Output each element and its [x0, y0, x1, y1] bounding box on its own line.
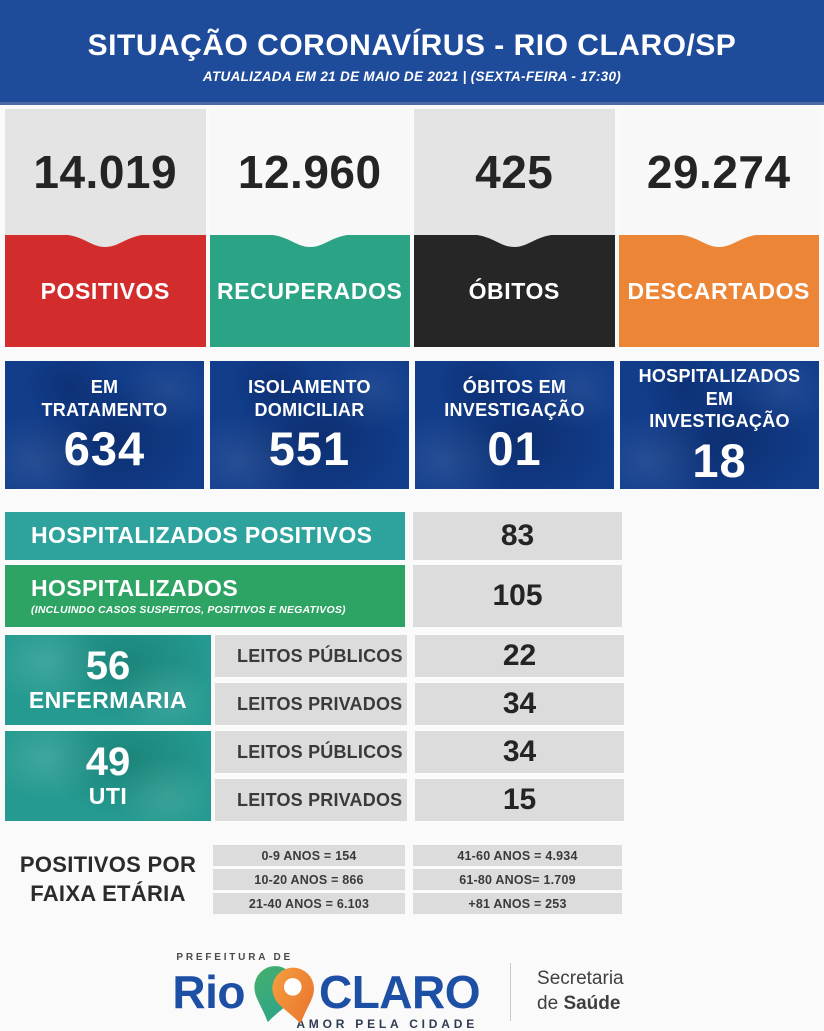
list-item: 10-20 ANOS = 866 [213, 869, 405, 890]
secretaria-saude-label: Secretaria de Saúde [537, 967, 624, 1016]
obitos-value: 425 [414, 109, 615, 235]
descartados-label-band: DESCARTADOS [618, 234, 819, 347]
uti-group: 49 UTI LEITOS PÚBLICOS 34 LEITOS PRIVADO… [5, 731, 819, 821]
secretaria-line2: de Saúde [537, 992, 621, 1014]
pin-hole [283, 978, 302, 996]
descartados-value: 29.274 [618, 109, 819, 235]
summary-card-obitos: 425 ÓBITOS [414, 109, 615, 347]
recuperados-label-band: RECUPERADOS [209, 234, 410, 347]
enfermaria-group: 56 ENFERMARIA LEITOS PÚBLICOS 22 LEITOS … [5, 635, 819, 725]
enfermaria-label: ENFERMARIA [28, 686, 188, 713]
hospitalizados-total-bar: HOSPITALIZADOS (INCLUINDO CASOS SUSPEITO… [5, 565, 405, 627]
uti-block: 49 UTI [5, 731, 211, 821]
hospitalizados-total-row: HOSPITALIZADOS (INCLUINDO CASOS SUSPEITO… [5, 565, 819, 627]
hospitalizados-positivos-label: HOSPITALIZADOS POSITIVOS [31, 522, 373, 549]
list-item: 0-9 ANOS = 154 [213, 845, 405, 866]
positivos-label-band: POSITIVOS [5, 234, 206, 347]
table-row: LEITOS PÚBLICOS 22 [215, 635, 624, 677]
leitos-privados-value: 34 [415, 683, 624, 725]
prefeitura-label: PREFEITURA DE [176, 952, 293, 963]
hosp-investigacao-label: HOSPITALIZADOS EM INVESTIGAÇÃO [638, 366, 801, 432]
beds-section: 56 ENFERMARIA LEITOS PÚBLICOS 22 LEITOS … [0, 632, 824, 821]
ribbon-notch-icon [465, 234, 564, 247]
em-tratamento-label: EM TRATAMENTO [41, 377, 168, 420]
hospitalizados-positivos-value: 83 [413, 512, 622, 560]
age-title-line1: POSITIVOS POR [19, 852, 197, 878]
descartados-label: DESCARTADOS [627, 277, 810, 304]
list-item: +81 ANOS = 253 [413, 893, 622, 914]
card-obitos-investigacao: ÓBITOS EM INVESTIGAÇÃO 01 [415, 361, 614, 489]
table-row: LEITOS PÚBLICOS 34 [215, 731, 624, 773]
table-row: LEITOS PRIVADOS 15 [215, 779, 624, 821]
age-column-left: 0-9 ANOS = 154 10-20 ANOS = 866 21-40 AN… [213, 845, 405, 914]
leitos-publicos-value: 34 [415, 731, 624, 773]
obitos-label: ÓBITOS [468, 277, 560, 304]
hospitalizados-total-sublabel: (INCLUINDO CASOS SUSPEITOS, POSITIVOS E … [31, 604, 346, 617]
enfermaria-block: 56 ENFERMARIA [5, 635, 211, 725]
em-tratamento-value: 634 [63, 422, 146, 476]
orange-pin [272, 967, 314, 1024]
isolamento-value: 551 [268, 422, 351, 476]
summary-card-recuperados: 12.960 RECUPERADOS [209, 109, 410, 347]
card-hospitalizados-investigacao: HOSPITALIZADOS EM INVESTIGAÇÃO 18 [620, 361, 819, 489]
update-timestamp: ATUALIZADA EM 21 DE MAIO DE 2021 | (SEXT… [202, 69, 622, 84]
map-pins-heart-icon [254, 966, 314, 1024]
list-item: 61-80 ANOS= 1.709 [413, 869, 622, 890]
uti-total: 49 [85, 740, 131, 785]
age-distribution-section: POSITIVOS POR FAIXA ETÁRIA 0-9 ANOS = 15… [0, 821, 824, 914]
table-row: LEITOS PRIVADOS 34 [215, 683, 624, 725]
age-column-right: 41-60 ANOS = 4.934 61-80 ANOS= 1.709 +81… [413, 845, 622, 914]
positivos-label: POSITIVOS [40, 277, 170, 304]
uti-label: UTI [88, 782, 128, 809]
obitos-investigacao-label: ÓBITOS EM INVESTIGAÇÃO [444, 377, 585, 420]
card-em-tratamento: EM TRATAMENTO 634 [5, 361, 204, 489]
leitos-privados-value: 15 [415, 779, 624, 821]
uti-rows: LEITOS PÚBLICOS 34 LEITOS PRIVADOS 15 [215, 731, 624, 821]
recuperados-label: RECUPERADOS [216, 277, 403, 304]
logo-text-rio: Rio [172, 966, 245, 1018]
rio-claro-logo: PREFEITURA DE Rio [172, 952, 480, 1031]
leitos-privados-label: LEITOS PRIVADOS [215, 779, 407, 821]
list-item: 41-60 ANOS = 4.934 [413, 845, 622, 866]
logo-text-claro: CLARO [318, 966, 481, 1018]
leitos-publicos-label: LEITOS PÚBLICOS [215, 731, 407, 773]
ribbon-notch-icon [56, 234, 155, 247]
list-item: 21-40 ANOS = 6.103 [213, 893, 405, 914]
recuperados-value: 12.960 [209, 109, 410, 235]
secretaria-line1: Secretaria [537, 967, 624, 989]
age-section-title: POSITIVOS POR FAIXA ETÁRIA [5, 851, 211, 907]
hospitalizados-positivos-row: HOSPITALIZADOS POSITIVOS 83 [5, 512, 819, 560]
hospitalizados-total-value: 105 [413, 565, 622, 627]
summary-cards-row: 14.019 POSITIVOS 12.960 RECUPERADOS 425 … [0, 105, 824, 347]
card-isolamento-domiciliar: ISOLAMENTO DOMICILIAR 551 [210, 361, 409, 489]
header-banner: SITUAÇÃO CORONAVÍRUS - RIO CLARO/SP ATUA… [0, 0, 824, 105]
footer: PREFEITURA DE Rio [0, 952, 810, 1031]
obitos-investigacao-value: 01 [487, 422, 542, 476]
hospitalizados-positivos-bar: HOSPITALIZADOS POSITIVOS [5, 512, 405, 560]
leitos-publicos-value: 22 [415, 635, 624, 677]
isolamento-label: ISOLAMENTO DOMICILIAR [248, 377, 371, 420]
treatment-cards-row: EM TRATAMENTO 634 ISOLAMENTO DOMICILIAR … [0, 347, 824, 489]
summary-card-descartados: 29.274 DESCARTADOS [618, 109, 819, 347]
logo-tagline: AMOR PELA CIDADE [296, 1017, 479, 1031]
leitos-publicos-label: LEITOS PÚBLICOS [215, 635, 407, 677]
age-title-line2: FAIXA ETÁRIA [30, 880, 186, 906]
leitos-privados-label: LEITOS PRIVADOS [215, 683, 407, 725]
enfermaria-rows: LEITOS PÚBLICOS 22 LEITOS PRIVADOS 34 [215, 635, 624, 725]
enfermaria-total: 56 [85, 644, 131, 689]
page-title: SITUAÇÃO CORONAVÍRUS - RIO CLARO/SP [87, 29, 737, 62]
obitos-label-band: ÓBITOS [414, 234, 615, 347]
hosp-investigacao-value: 18 [692, 433, 747, 487]
logo-wordmark: Rio [172, 963, 481, 1024]
hospitalized-section: HOSPITALIZADOS POSITIVOS 83 HOSPITALIZAD… [0, 489, 824, 627]
hospitalizados-total-label: HOSPITALIZADOS [31, 574, 239, 601]
summary-card-positivos: 14.019 POSITIVOS [5, 109, 206, 347]
positivos-value: 14.019 [5, 109, 206, 235]
footer-divider [510, 962, 512, 1021]
ribbon-notch-icon [260, 234, 359, 247]
ribbon-notch-icon [669, 234, 768, 247]
